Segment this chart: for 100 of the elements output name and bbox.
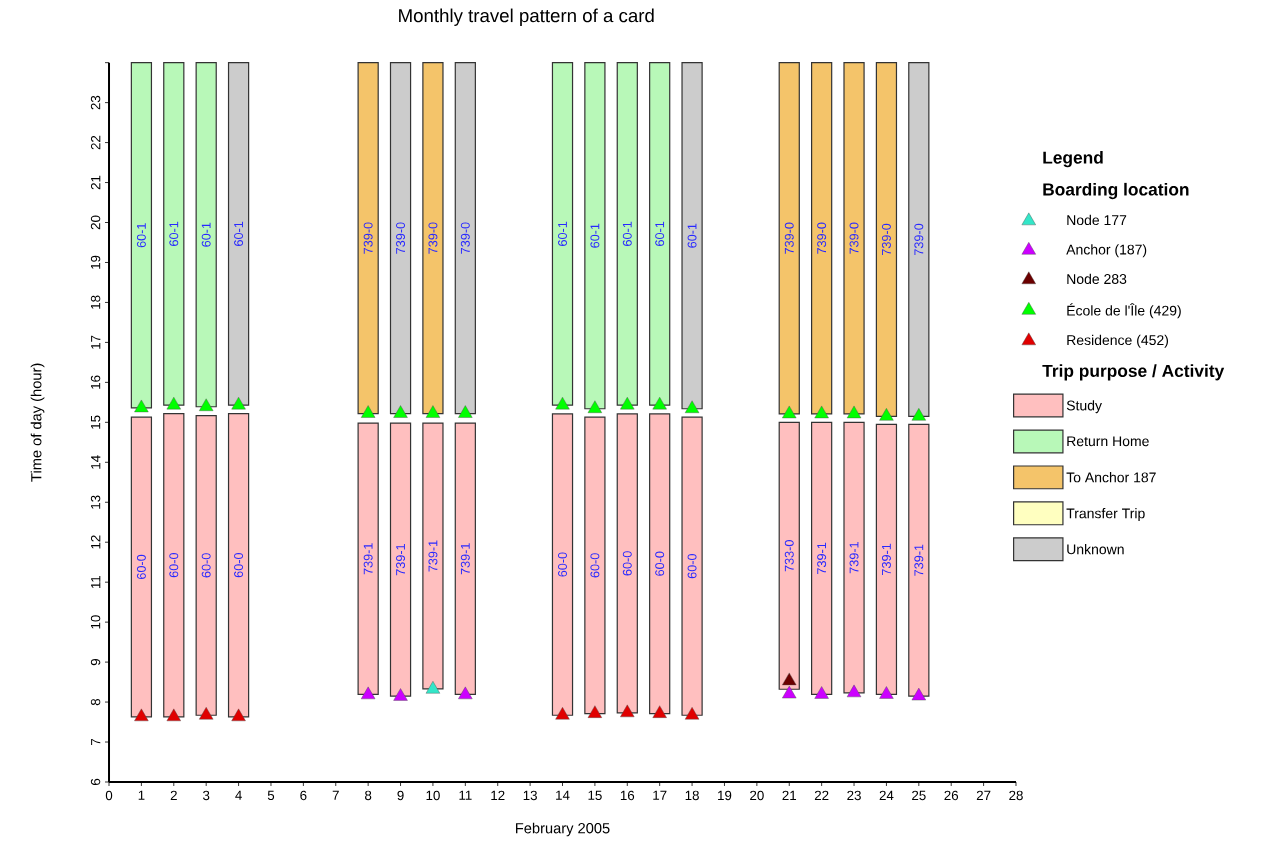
- point: [879, 408, 894, 421]
- data-label: 739-0: [460, 222, 470, 254]
- y-tick-label: 9: [90, 659, 101, 666]
- y-tick-label: 11: [91, 575, 101, 589]
- point: [911, 408, 926, 421]
- data-label: 60-0: [136, 554, 146, 580]
- y-tick-label: 6: [90, 778, 101, 786]
- bar: [357, 62, 379, 415]
- point: [911, 687, 926, 701]
- bar: [649, 413, 671, 715]
- x-tick-label: 12: [491, 790, 505, 801]
- y-tick-label: 10: [90, 615, 101, 629]
- bar: [551, 62, 574, 406]
- point: [587, 705, 603, 718]
- data-label: 739-0: [396, 222, 406, 254]
- point: [782, 685, 797, 699]
- point: [425, 405, 441, 418]
- legend-label: Residence (452): [1067, 334, 1169, 348]
- x-tick-label: 17: [653, 790, 667, 800]
- y-tick-label: 20: [90, 215, 101, 230]
- x-tick-label: 13: [523, 790, 537, 801]
- point: [425, 681, 441, 694]
- y-tick-label: 15: [90, 415, 101, 429]
- point: [231, 708, 246, 722]
- point: [134, 399, 149, 413]
- y-axis-title: Time of day (hour): [30, 363, 45, 482]
- x-tick-label: 5: [267, 790, 275, 800]
- x-tick-label: 11: [459, 790, 472, 800]
- data-label: 60-1: [234, 221, 244, 246]
- y-tick-label: 23: [90, 95, 101, 110]
- legend-label: Return Home: [1067, 436, 1149, 447]
- data-label: 60-0: [558, 552, 567, 577]
- x-tick-label: 3: [202, 790, 210, 801]
- bar: [130, 416, 153, 718]
- y-tick-label: 19: [90, 255, 101, 269]
- legend-title: Legend: [1043, 150, 1103, 168]
- bar: [908, 423, 930, 697]
- bar: [227, 62, 250, 406]
- bar: [875, 423, 898, 696]
- data-label: 739-1: [817, 542, 827, 574]
- point: [458, 686, 473, 700]
- x-tick-label: 4: [235, 790, 242, 800]
- bar: [195, 62, 217, 408]
- data-label: 60-0: [622, 551, 632, 576]
- data-label: 739-1: [914, 544, 924, 576]
- x-tick-label: 10: [426, 790, 440, 801]
- x-tick-label: 2: [170, 790, 177, 801]
- point: [782, 405, 797, 419]
- bar: [843, 421, 865, 694]
- y-tick-label: 12: [90, 535, 101, 549]
- data-label: 739-0: [784, 222, 794, 254]
- legend-label: Unknown: [1067, 544, 1124, 555]
- point: [393, 405, 408, 418]
- data-label: 739-1: [881, 543, 891, 575]
- chart-title: Monthly travel pattern of a card: [399, 8, 654, 26]
- bar: [811, 62, 833, 415]
- bar: [422, 62, 444, 415]
- data-label: 739-0: [914, 223, 924, 256]
- y-tick-label: 22: [90, 135, 101, 150]
- bar: [681, 62, 703, 410]
- data-label: 60-0: [590, 553, 600, 578]
- data-label: 60-0: [169, 553, 179, 578]
- x-tick-label: 18: [685, 790, 699, 801]
- text: Boarding location: [1043, 182, 1189, 200]
- data-label: 60-0: [655, 551, 665, 576]
- data-label: 60-1: [687, 223, 697, 248]
- data-label: 739-0: [363, 222, 373, 254]
- bar: [681, 416, 703, 716]
- bar: [778, 421, 800, 690]
- bar: [163, 412, 185, 718]
- data-label: 739-0: [849, 222, 859, 254]
- point: [555, 707, 570, 720]
- legend-label: Node 177: [1067, 214, 1127, 226]
- x-tick-label: 21: [782, 790, 797, 801]
- point: [620, 396, 635, 410]
- data-label: 739-1: [460, 543, 470, 575]
- data-label: 739-1: [396, 544, 406, 576]
- bar: [843, 62, 865, 415]
- data-label: 60-0: [687, 554, 697, 579]
- point: [879, 686, 894, 699]
- point: [555, 396, 570, 410]
- data-label: 60-1: [622, 221, 632, 246]
- x-tick-label: 28: [1009, 790, 1023, 801]
- x-tick-label: 7: [332, 790, 339, 800]
- bar: [584, 416, 606, 715]
- data-label: 60-0: [201, 553, 211, 578]
- bar: [163, 62, 185, 406]
- data-label: 60-1: [655, 221, 665, 246]
- x-tick-label: 19: [718, 790, 732, 801]
- legend-label: École de l'Île (429): [1067, 303, 1181, 319]
- x-tick-label: 6: [300, 790, 307, 801]
- bar: [454, 62, 476, 415]
- point: [587, 400, 603, 413]
- point: [846, 405, 862, 419]
- point: [782, 672, 797, 686]
- point: [458, 405, 473, 418]
- bar: [389, 422, 412, 697]
- x-tick-label: 15: [588, 790, 602, 800]
- data-label: 739-0: [881, 223, 891, 256]
- data-label: 60-1: [590, 223, 600, 248]
